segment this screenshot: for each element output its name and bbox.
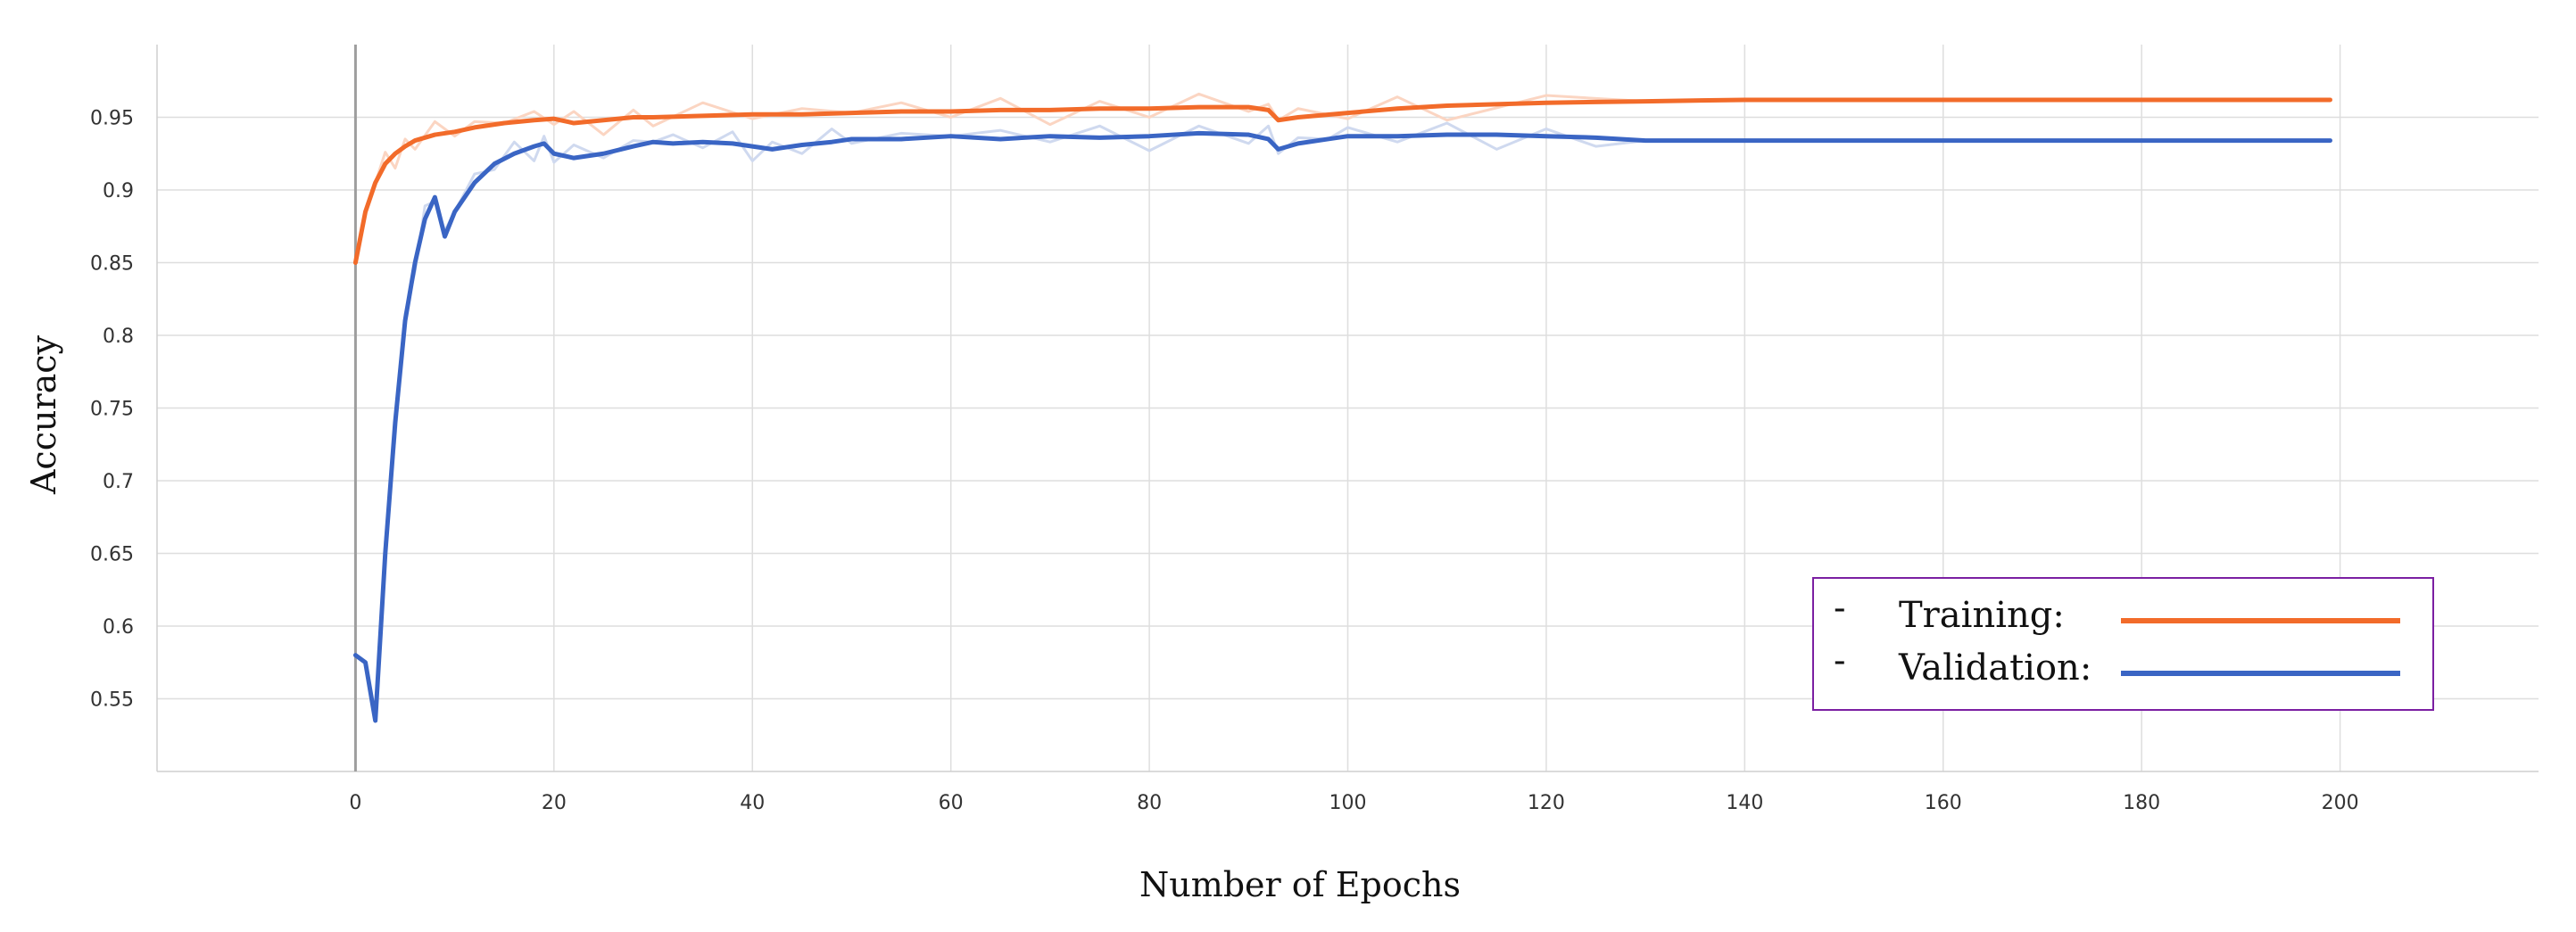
x-tick-label: 120 — [1528, 792, 1565, 814]
y-tick-label: 0.6 — [103, 616, 134, 639]
x-tick-label: 20 — [542, 792, 567, 814]
series — [352, 92, 2332, 723]
x-tick-label: 40 — [740, 792, 765, 814]
x-tick-label: 200 — [2322, 792, 2359, 814]
training-line — [352, 97, 2332, 265]
y-tick-label: 0.95 — [90, 108, 134, 130]
x-tick-label: 80 — [1137, 792, 1162, 814]
y-tick-labels: 0.55 0.6 0.65 0.7 0.75 0.8 0.85 0.9 0.95 — [90, 108, 134, 712]
x-tick-label: 100 — [1329, 792, 1367, 814]
validation-line — [352, 130, 2332, 723]
y-tick-label: 0.65 — [90, 544, 134, 566]
x-tick-label: 180 — [2123, 792, 2160, 814]
legend: - Training: - Validation: — [1812, 577, 2434, 711]
y-tick-label: 0.55 — [90, 689, 134, 712]
y-tick-label: 0.8 — [103, 326, 134, 348]
x-tick-label: 140 — [1726, 792, 1763, 814]
y-tick-label: 0.7 — [103, 471, 134, 493]
x-tick-labels: 0 20 40 60 80 100 120 140 160 180 200 — [349, 792, 2358, 814]
x-tick-label: 60 — [939, 792, 964, 814]
y-axis-title: Accuracy — [24, 334, 63, 495]
y-tick-label: 0.75 — [90, 399, 134, 421]
x-axis-title: Number of Epochs — [1139, 865, 1461, 904]
y-tick-label: 0.85 — [90, 253, 134, 276]
y-tick-label: 0.9 — [103, 180, 134, 202]
legend-box — [1812, 577, 2434, 711]
legend-label-validation: Validation: — [1898, 647, 2091, 689]
legend-marker: - — [1834, 640, 1846, 681]
x-tick-label: 160 — [1925, 792, 1962, 814]
legend-marker: - — [1834, 588, 1846, 629]
axes — [156, 45, 2539, 772]
x-tick-label: 0 — [349, 792, 361, 814]
legend-label-training: Training: — [1899, 595, 2065, 636]
